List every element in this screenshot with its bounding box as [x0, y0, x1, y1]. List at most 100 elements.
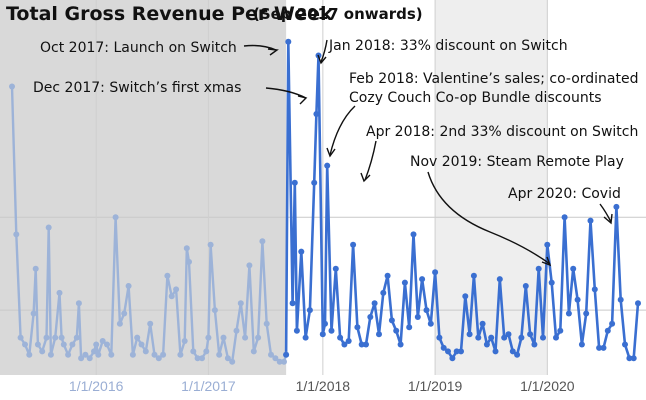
data-point	[75, 300, 82, 307]
data-point	[17, 334, 24, 341]
data-point	[99, 338, 106, 344]
data-point	[540, 334, 546, 341]
data-point	[177, 351, 184, 358]
data-point	[578, 341, 585, 348]
data-point	[557, 327, 564, 334]
data-point	[406, 324, 413, 331]
shaded-bands	[0, 0, 548, 375]
data-point	[289, 300, 296, 307]
x-tick-label: 1/1/2016	[69, 378, 124, 394]
data-point	[401, 279, 408, 286]
data-point	[220, 334, 227, 341]
data-point	[388, 317, 395, 324]
data-point	[86, 355, 93, 362]
data-point	[583, 310, 590, 317]
data-point	[237, 300, 244, 307]
data-point	[58, 334, 65, 341]
data-point	[34, 341, 41, 348]
data-point	[22, 341, 28, 348]
data-point	[82, 351, 89, 358]
arrow-apr-discount	[364, 140, 377, 181]
data-point	[470, 272, 477, 279]
data-point	[39, 348, 46, 355]
annotation-launch: Oct 2017: Launch on Switch	[40, 40, 237, 56]
annotations: Oct 2017: Launch on Switch Dec 2017: Swi…	[33, 38, 639, 267]
data-point	[371, 300, 378, 307]
data-point	[293, 327, 300, 334]
data-point	[164, 272, 171, 279]
data-point	[522, 283, 529, 289]
data-point	[604, 327, 611, 334]
data-point	[311, 179, 318, 186]
data-point	[186, 258, 192, 265]
data-point	[129, 351, 136, 358]
data-point	[30, 310, 37, 317]
data-point	[596, 344, 603, 351]
data-point	[322, 320, 328, 327]
arrow-covid	[599, 203, 612, 223]
series-points	[9, 38, 641, 365]
data-point	[376, 331, 382, 338]
annotation-apr-discount: Apr 2018: 2nd 33% discount on Switch	[366, 124, 638, 140]
data-point	[224, 355, 231, 362]
data-point	[45, 224, 52, 231]
data-point	[436, 334, 443, 341]
data-point	[475, 334, 482, 341]
x-axis-ticks: 1/1/2016 1/1/2017 1/1/2018 1/1/2019 1/1/2020	[69, 378, 575, 394]
data-point	[449, 355, 456, 362]
data-point	[393, 327, 400, 334]
chart-subtitle: (Sep 2017 onwards)	[253, 5, 423, 23]
x-tick-label: 1/1/2020	[520, 378, 575, 394]
data-point	[561, 214, 568, 221]
data-point	[134, 334, 141, 341]
data-point	[194, 355, 201, 362]
data-point	[501, 334, 508, 341]
series-line-sep-2017-onwards	[284, 40, 640, 360]
data-point	[324, 162, 331, 169]
data-point	[337, 334, 344, 341]
arrowhead-covid	[603, 213, 613, 225]
data-point	[635, 300, 641, 307]
data-point	[65, 351, 72, 358]
annotation-feb-sales-line1: Feb 2018: Valentine’s sales; co-ordinate…	[349, 71, 639, 87]
data-point	[168, 293, 175, 300]
data-point	[121, 310, 128, 317]
data-point	[268, 351, 274, 358]
annotation-feb-sales-line2: Cozy Couch Co-op Bundle discounts	[349, 90, 602, 106]
data-point	[319, 331, 326, 338]
data-point	[367, 314, 374, 320]
data-point	[479, 320, 486, 327]
data-point	[613, 203, 620, 210]
chart-title: Total Gross Revenue Per Week	[6, 3, 333, 25]
data-point	[306, 307, 313, 314]
data-point	[272, 355, 279, 362]
data-point	[553, 334, 559, 341]
data-point	[155, 355, 162, 362]
data-point	[147, 320, 154, 327]
data-point	[630, 355, 637, 362]
data-point	[345, 338, 352, 344]
arrow-remote-play	[427, 171, 551, 265]
data-point	[47, 351, 54, 358]
data-point	[531, 341, 538, 348]
data-point	[211, 307, 218, 314]
data-point	[492, 348, 499, 355]
annotation-remote-play: Nov 2019: Steam Remote Play	[410, 154, 624, 170]
data-point	[341, 341, 348, 348]
data-point	[509, 348, 516, 355]
data-point	[142, 348, 149, 355]
data-point	[423, 307, 430, 314]
arrow-jan-discount	[320, 39, 328, 63]
data-point	[350, 241, 357, 248]
data-point	[544, 241, 551, 248]
x-tick-label: 1/1/2019	[408, 378, 463, 394]
data-point	[496, 276, 503, 283]
data-point	[535, 265, 542, 272]
data-point	[414, 314, 421, 320]
data-point	[203, 348, 210, 355]
data-point	[483, 341, 490, 348]
data-point	[255, 334, 262, 341]
data-point	[609, 320, 616, 327]
